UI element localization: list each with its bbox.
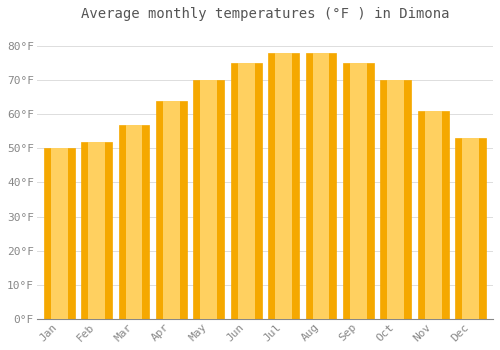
Bar xyxy=(156,101,186,319)
Title: Average monthly temperatures (°F ) in Dimona: Average monthly temperatures (°F ) in Di… xyxy=(80,7,449,21)
Bar xyxy=(238,63,254,319)
Bar xyxy=(418,111,448,319)
Bar xyxy=(425,111,442,319)
Bar xyxy=(231,63,262,319)
Bar xyxy=(268,53,299,319)
Bar xyxy=(343,63,374,319)
Bar xyxy=(163,101,180,319)
Bar xyxy=(194,80,224,319)
Bar xyxy=(388,80,404,319)
Bar xyxy=(462,138,479,319)
Bar xyxy=(200,80,217,319)
Bar xyxy=(118,125,150,319)
Bar xyxy=(81,142,112,319)
Bar xyxy=(312,53,330,319)
Bar xyxy=(50,148,68,319)
Bar xyxy=(88,142,105,319)
Bar xyxy=(126,125,142,319)
Bar xyxy=(306,53,336,319)
Bar xyxy=(456,138,486,319)
Bar xyxy=(275,53,292,319)
Bar xyxy=(44,148,74,319)
Bar xyxy=(350,63,367,319)
Bar xyxy=(380,80,411,319)
